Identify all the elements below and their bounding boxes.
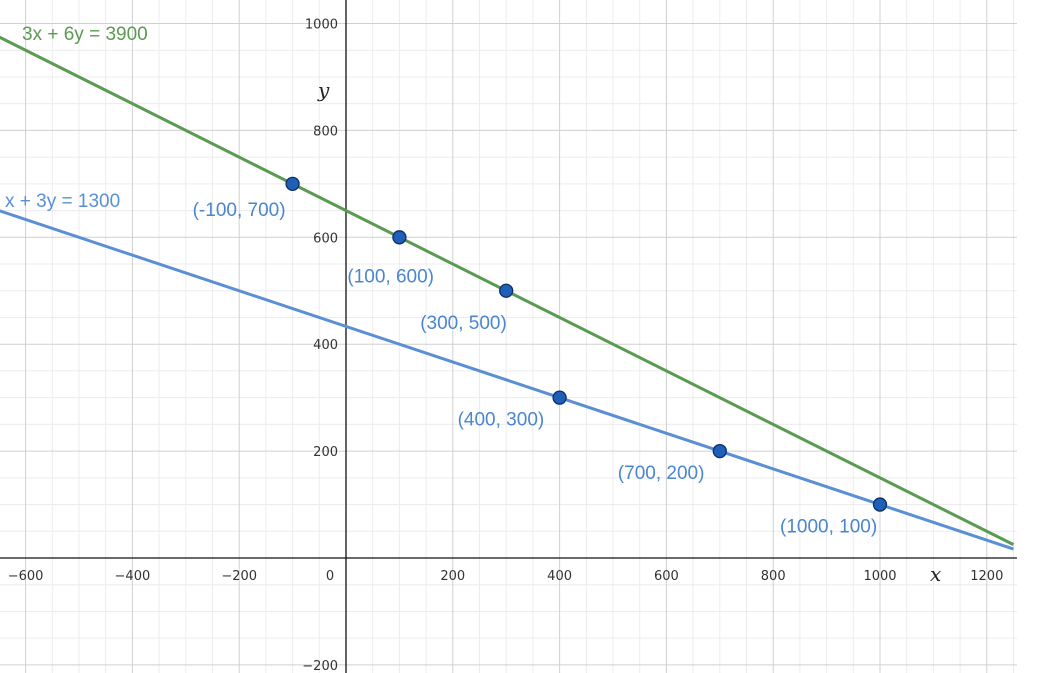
point-label: (400, 300) [458,410,545,431]
point-label: (-100, 700) [193,200,286,221]
series-label-green-line: 3x + 6y = 3900 [22,24,148,45]
x-tick-label: 1000 [863,569,896,584]
y-axis-label: y [317,78,330,102]
y-tick-label: −200 [302,659,338,673]
data-point [392,230,407,245]
point-label: (700, 200) [618,463,705,484]
x-tick-label: −600 [8,569,44,584]
axes [0,0,1017,673]
minor-grid [0,0,1017,673]
y-tick-label: 600 [313,231,338,246]
x-tick-label: −200 [221,569,257,584]
point-label: (100, 600) [347,266,434,287]
x-tick-label: −400 [115,569,151,584]
data-point [499,283,514,298]
x-tick-label: 600 [654,569,679,584]
series-label-blue-line: x + 3y = 1300 [5,191,120,212]
data-point [552,390,567,405]
point-label: (300, 500) [420,313,507,334]
data-points [285,176,888,512]
x-tick-label: 200 [440,569,465,584]
point-labels: (-100, 700) (100, 600) (300, 500) (400, … [193,200,878,538]
x-tick-label: 400 [547,569,572,584]
y-tick-label: 400 [313,338,338,353]
y-tick-label: 200 [313,445,338,460]
point-label: (1000, 100) [780,517,877,538]
tick-labels: −600 −400 −200 0 200 400 600 800 1000 1200 −200 200… [8,18,1004,673]
data-point [872,497,888,512]
x-axis-label: x [930,562,941,586]
data-point [712,443,727,459]
y-tick-label: 1000 [305,18,338,33]
x-tick-label: 800 [761,569,786,584]
x-tick-label: 0 [326,569,334,584]
x-tick-label: 1200 [970,569,1003,584]
blue-line-series [0,209,1014,551]
y-tick-label: 800 [313,124,338,139]
data-point [285,176,300,192]
